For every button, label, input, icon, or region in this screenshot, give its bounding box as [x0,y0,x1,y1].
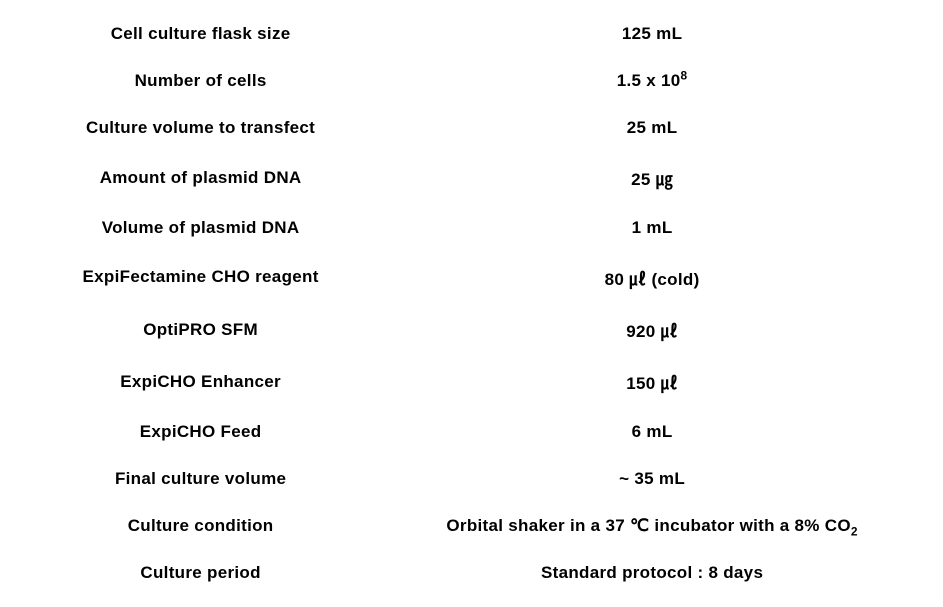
table-row: Cell culture flask size 125 mL [20,24,923,44]
row-value: 25 ㎍ [381,165,923,190]
row-value: 80 ㎕ (cold) [381,265,923,290]
table-row: Final culture volume ~ 35 mL [20,469,923,489]
row-label: ExpiFectamine CHO reagent [20,267,381,287]
table-row: ExpiCHO Enhancer 150 ㎕ [20,369,923,394]
row-label: Volume of plasmid DNA [20,218,381,238]
row-label: ExpiCHO Feed [20,422,381,442]
row-label: Amount of plasmid DNA [20,168,381,188]
table-row: OptiPRO SFM 920 ㎕ [20,317,923,342]
row-value: 920 ㎕ [381,317,923,342]
row-label: Number of cells [20,71,381,91]
table-row: Culture volume to transfect 25 mL [20,118,923,138]
table-row: Number of cells 1.5 x 108 [20,71,923,91]
row-label: OptiPRO SFM [20,320,381,340]
row-value: 25 mL [381,118,923,138]
row-value: 1.5 x 108 [381,71,923,91]
table-row: Culture period Standard protocol : 8 day… [20,563,923,583]
table-row: ExpiFectamine CHO reagent 80 ㎕ (cold) [20,265,923,290]
row-label: ExpiCHO Enhancer [20,372,381,392]
row-label: Cell culture flask size [20,24,381,44]
table-row: Amount of plasmid DNA 25 ㎍ [20,165,923,190]
row-label: Culture condition [20,516,381,536]
row-value: 6 mL [381,422,923,442]
row-label: Final culture volume [20,469,381,489]
protocol-table: Cell culture flask size 125 mL Number of… [0,0,943,607]
table-row: Volume of plasmid DNA 1 mL [20,218,923,238]
row-value: ~ 35 mL [381,469,923,489]
row-value: Standard protocol : 8 days [381,563,923,583]
row-label: Culture period [20,563,381,583]
table-row: ExpiCHO Feed 6 mL [20,422,923,442]
row-value: 125 mL [381,24,923,44]
row-value: 1 mL [381,218,923,238]
row-value: 150 ㎕ [381,369,923,394]
row-label: Culture volume to transfect [20,118,381,138]
table-row: Culture condition Orbital shaker in a 37… [20,516,923,536]
row-value: Orbital shaker in a 37 ℃ incubator with … [381,516,923,536]
